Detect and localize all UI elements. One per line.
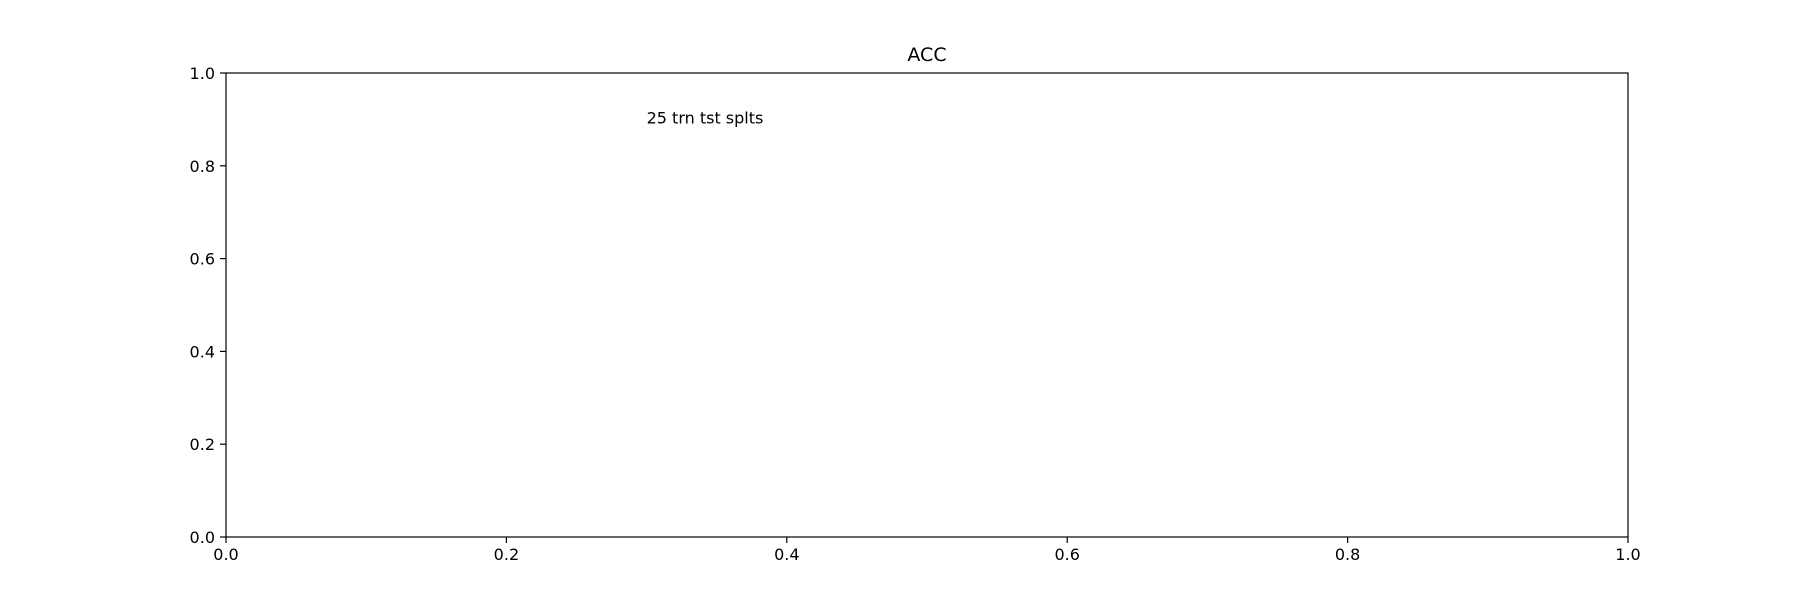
x-tick-label: 0.2 <box>494 545 519 564</box>
y-tick-label: 0.6 <box>190 250 215 269</box>
annotation-text: 25 trn tst splts <box>647 108 764 127</box>
y-tick-label: 0.2 <box>190 435 215 454</box>
plot-frame <box>225 72 1629 538</box>
y-tick-label: 1.0 <box>190 64 215 83</box>
x-tick-label: 0.0 <box>213 545 238 564</box>
y-tick-label: 0.4 <box>190 342 215 361</box>
x-tick-label: 0.8 <box>1335 545 1360 564</box>
x-tick-label: 1.0 <box>1615 545 1640 564</box>
x-tick-label: 0.6 <box>1054 545 1079 564</box>
chart-title: ACC <box>907 44 946 66</box>
x-tick-label: 0.4 <box>774 545 799 564</box>
y-axis: 0.0 0.2 0.4 0.6 0.8 1.0 <box>190 64 226 547</box>
y-tick-label: 0.0 <box>190 528 215 547</box>
annotations: 25 trn tst splts <box>647 108 764 127</box>
x-axis: 0.0 0.2 0.4 0.6 0.8 1.0 <box>213 537 1641 564</box>
y-tick-label: 0.8 <box>190 157 215 176</box>
